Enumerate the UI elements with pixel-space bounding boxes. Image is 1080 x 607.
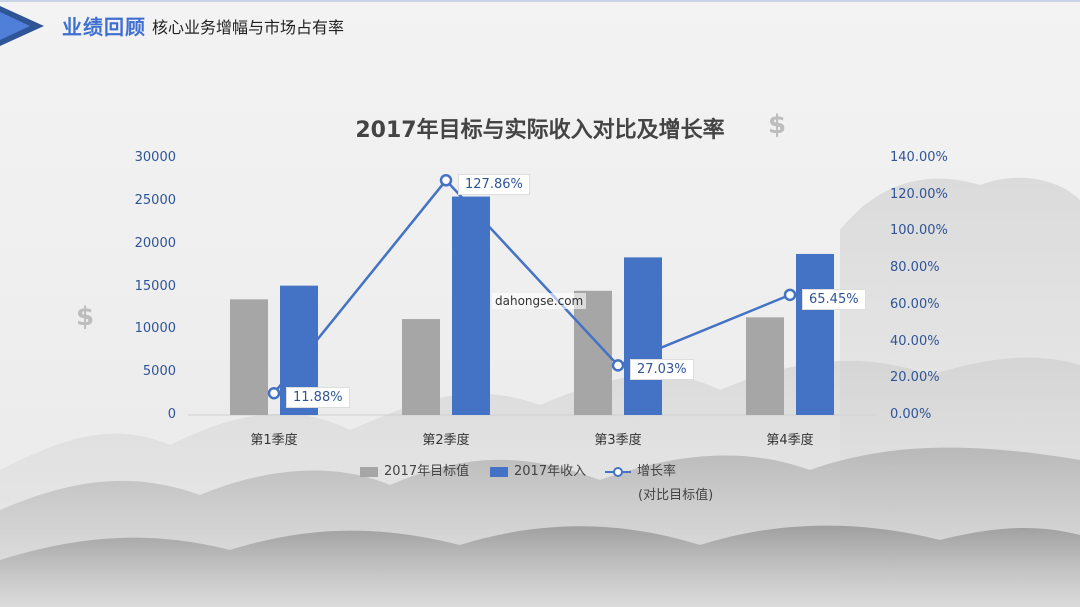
growth-rate-point — [611, 359, 625, 372]
legend-item-target: 2017年目标值 — [360, 460, 469, 479]
y-left-tick-label: 30000 — [134, 150, 176, 165]
legend-swatch-rate — [605, 466, 631, 477]
growth-rate-point — [439, 174, 453, 187]
legend-swatch-target — [360, 466, 378, 477]
bar-target — [402, 319, 440, 415]
growth-rate-line — [273, 178, 791, 394]
slide-header: 业绩回顾 核心业务增幅与市场占有率 — [0, 0, 1080, 48]
bar-target — [230, 299, 268, 415]
growth-rate-data-label: 65.45% — [802, 288, 866, 310]
y-left-tick-label: 0 — [167, 407, 176, 422]
bar-actual — [796, 253, 834, 415]
growth-rate-point — [783, 288, 797, 302]
legend-label-target: 2017年目标值 — [384, 464, 470, 479]
legend-swatch-actual — [490, 466, 508, 477]
y-left-tick-label: 25000 — [134, 192, 176, 208]
page-subtitle: 核心业务增幅与市场占有率 — [152, 18, 345, 37]
y-right-tick-label: 100.00% — [890, 223, 948, 239]
legend-note-rate: (对比目标值) — [638, 484, 713, 503]
page-title: 业绩回顾 — [62, 15, 146, 39]
dollar-icon: $ — [76, 302, 95, 332]
growth-rate-data-label: 11.88% — [286, 387, 350, 409]
x-category-label: 第1季度 — [250, 433, 298, 448]
y-right-tick-label: 140.00% — [890, 150, 948, 165]
legend-label-actual: 2017年收入 — [514, 464, 587, 479]
x-category-label: 第3季度 — [594, 433, 642, 448]
y-right-tick-label: 80.00% — [890, 260, 940, 276]
header-top-rule — [0, 0, 1080, 2]
legend-label-rate: 增长率 — [637, 464, 677, 479]
y-left-tick-label: 5000 — [142, 364, 176, 380]
x-category-label: 第4季度 — [766, 433, 814, 448]
bar-actual — [452, 196, 490, 415]
legend-item-actual: 2017年收入 — [490, 460, 586, 479]
growth-rate-data-label: 27.03% — [630, 359, 694, 381]
legend-note-label: (对比目标值) — [638, 488, 714, 503]
y-right-tick-label: 40.00% — [890, 333, 940, 349]
y-right-tick-label: 0.00% — [890, 407, 932, 422]
y-right-tick-label: 20.00% — [890, 370, 940, 386]
bar-actual — [624, 257, 662, 415]
legend-item-rate: 增长率 — [605, 460, 676, 479]
y-right-tick-label: 120.00% — [890, 186, 948, 202]
y-left-tick-label: 20000 — [134, 235, 176, 251]
chart-title: 2017年目标与实际收入对比及增长率 — [355, 118, 725, 143]
y-right-tick-label: 60.00% — [890, 296, 940, 312]
y-left-tick-label: 10000 — [134, 321, 176, 337]
bar-target — [746, 317, 784, 415]
y-left-tick-label: 15000 — [134, 278, 176, 294]
growth-rate-data-label: 127.86% — [458, 174, 530, 196]
watermark-text: dahongse.com — [492, 293, 587, 309]
arrow-triangle-icon — [0, 6, 44, 46]
x-category-label: 第2季度 — [422, 433, 470, 448]
dollar-icon: $ — [768, 110, 787, 140]
growth-rate-point — [267, 386, 281, 400]
